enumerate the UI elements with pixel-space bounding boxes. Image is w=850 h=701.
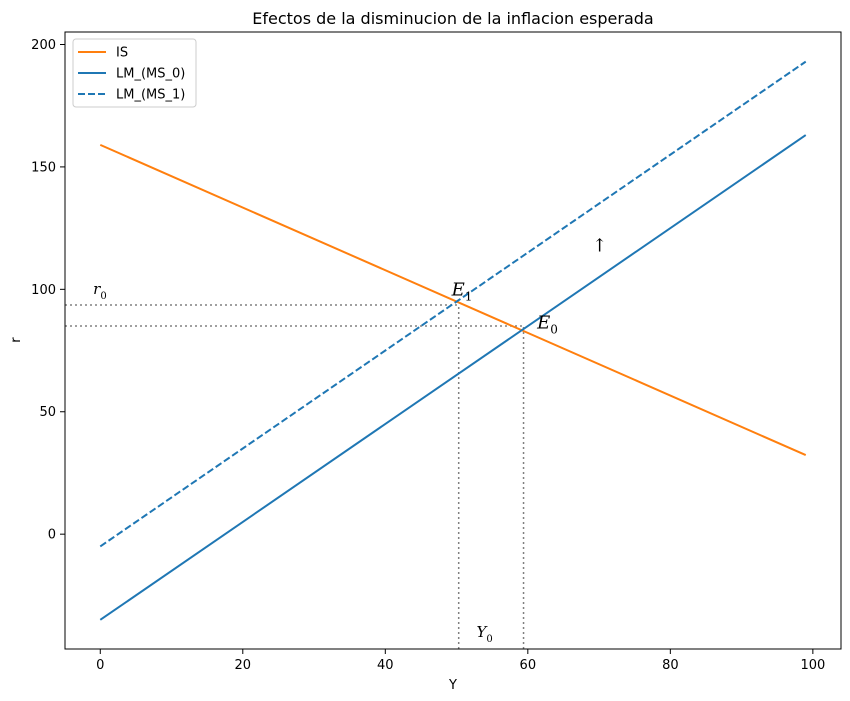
annotation-e1: E1 [451, 279, 473, 303]
x-axis-label: Y [448, 678, 457, 693]
x-tick-label: 100 [800, 658, 825, 673]
y-axis-label: r [9, 337, 24, 343]
plot-area: E1 E0 r0 Y0 ↑ [65, 60, 807, 649]
y-tick-label: 150 [31, 160, 56, 175]
series-line-2 [99, 60, 807, 548]
x-tick-label: 60 [520, 658, 537, 673]
chart-title: Efectos de la disminucion de la inflacio… [252, 9, 653, 28]
legend-label-1: LM_(MS_0) [116, 67, 185, 82]
y-tick-label: 200 [31, 38, 56, 53]
legend-label-0: IS [116, 46, 128, 61]
y-tick-label: 50 [39, 405, 56, 420]
legend-label-2: LM_(MS_1) [116, 88, 185, 103]
annotation-y0: Y0 [477, 623, 493, 645]
series-line-1 [99, 134, 807, 621]
plot-frame [64, 31, 842, 650]
series-line-0 [99, 143, 807, 457]
legend: IS LM_(MS_0) LM_(MS_1) [72, 38, 197, 108]
legend-box [72, 38, 197, 108]
x-tick-label: 20 [235, 658, 252, 673]
y-tick-label: 0 [48, 528, 56, 543]
axis-ticks: 0 20 40 60 80 100 0 50 100 150 200 [31, 38, 825, 673]
y-tick-label: 100 [31, 283, 56, 298]
annotation-r0: r0 [93, 280, 107, 302]
annotation-e0: E0 [536, 313, 558, 337]
x-tick-label: 0 [96, 658, 104, 673]
annotation-arrow: ↑ [592, 235, 607, 256]
x-tick-label: 40 [377, 658, 394, 673]
x-tick-label: 80 [662, 658, 679, 673]
